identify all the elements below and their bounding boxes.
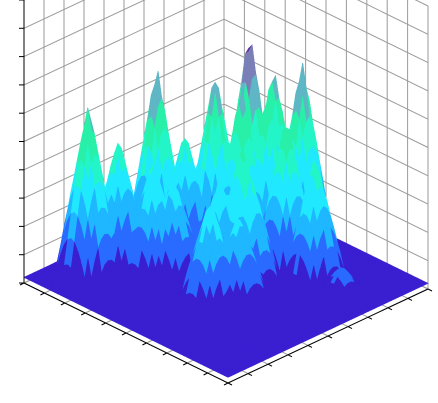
x-tick [80,312,86,316]
grid-line [241,0,429,92]
y-tick [407,297,413,301]
grid-line [356,0,429,35]
y-tick [427,288,433,292]
grid-line [223,47,429,148]
chart-surface [23,43,429,378]
x-tick [60,302,66,306]
y-tick [327,335,333,339]
y-tick [287,354,293,358]
y-tick [387,307,393,311]
x-tick [101,322,106,326]
x-tick [121,332,127,336]
x-tick [142,342,147,346]
y-tick [347,326,353,330]
grid-line [299,0,429,64]
y-tick [267,363,273,367]
x-tick [203,372,208,376]
x-tick [162,352,168,356]
grid-line [23,47,225,142]
x-tick [223,382,229,386]
grid-line [23,18,225,114]
grid-line [23,75,225,171]
surface-patch [223,373,232,378]
grid-line [23,0,146,58]
x-tick [182,362,188,366]
x-tick [40,292,45,296]
grid-line [223,18,429,120]
y-tick [227,382,233,386]
y-tick [307,344,313,348]
y-tick [247,373,253,377]
grid-line [23,103,225,199]
grid-line [23,0,86,29]
chart-ticks [19,0,433,386]
grid-line [23,0,206,86]
y-tick [367,316,373,320]
